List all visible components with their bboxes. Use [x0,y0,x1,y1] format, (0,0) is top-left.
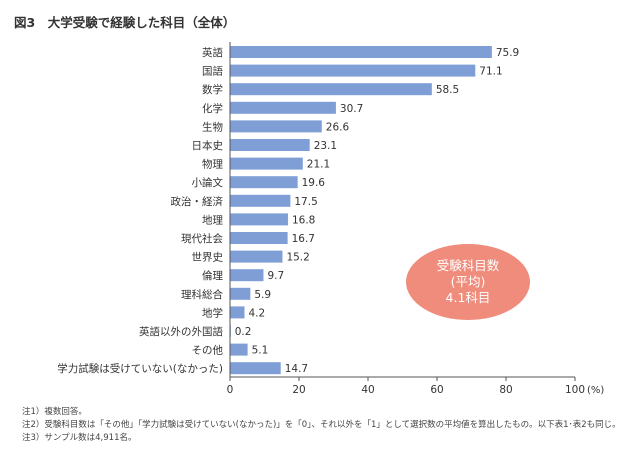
bar [230,287,251,300]
bar [230,306,245,319]
bar [230,101,336,114]
footnotes: 注1）複数回答。 注2）受験科目数は「その他」「学力試験は受けていない(なかった… [22,406,621,445]
footnote-3: 注3）サンプル数は4,911名。 [22,433,137,443]
category-label: 倫理 [202,269,223,282]
data-label: 16.7 [292,233,315,245]
bar [230,250,283,263]
average-subjects-text: (平均) [451,274,486,289]
bar [230,362,281,375]
x-tick-label: 20 [292,384,305,396]
bar [230,120,322,133]
category-label: 物理 [202,158,223,171]
data-label: 71.1 [479,66,502,78]
data-label: 21.1 [307,159,330,171]
data-label: 30.7 [340,103,363,115]
bar [230,64,476,77]
bar [230,46,492,58]
data-label: 15.2 [286,252,309,264]
data-label: 0.2 [235,326,252,338]
data-label: 19.6 [302,177,326,189]
category-label: 国語 [202,65,223,78]
category-label: 生物 [202,120,223,133]
bar [230,343,248,356]
bar [230,83,432,96]
category-label: 現代社会 [181,232,223,245]
data-label: 23.1 [314,140,337,152]
category-label: 数学 [202,83,223,96]
bar [230,157,303,170]
footnote-1: 注1）複数回答。 [22,407,87,417]
category-label: 英語以外の外国語 [139,325,223,338]
x-tick-label: 80 [499,384,512,396]
bar [230,232,288,244]
data-label: 26.6 [326,121,350,133]
bar [230,269,264,282]
average-subjects-bubble [406,244,530,320]
bar [230,194,291,207]
x-unit-label: (%) [587,385,604,396]
category-label: 地理 [202,213,223,226]
category-label: 世界史 [192,252,224,264]
bar [230,139,310,151]
data-label: 16.8 [292,214,315,226]
category-label: 理科総合 [181,288,223,301]
category-label: 化学 [202,102,223,115]
x-tick-label: 100 [565,384,585,396]
category-label: 英語 [202,46,223,59]
x-tick-label: 40 [361,384,374,396]
data-label: 5.9 [254,289,271,301]
data-label: 75.9 [496,47,519,59]
category-label: 日本史 [192,139,224,152]
average-subjects-text: 4.1科目 [446,290,491,305]
category-label: 政治・経済 [171,195,224,208]
average-subjects-text: 受験科目数 [437,258,500,273]
data-label: 58.5 [436,84,459,96]
category-label: 小論文 [192,176,224,189]
x-tick-label: 0 [227,384,234,396]
category-label: その他 [192,344,224,357]
data-label: 9.7 [267,270,284,282]
data-label: 17.5 [294,196,317,208]
data-label: 5.1 [252,345,269,357]
data-label: 14.7 [285,363,308,375]
chart-title: 図3 大学受験で経験した科目（全体） [14,15,236,30]
category-label: 学力試験は受けていない(なかった) [57,362,223,375]
category-label: 地学 [202,306,223,319]
footnote-2: 注2）受験科目数は「その他」「学力試験は受けていない(なかった)」を「0」、それ… [22,420,621,430]
bar [230,176,298,189]
x-tick-label: 60 [430,384,443,396]
data-label: 4.2 [248,307,265,319]
bar [230,213,288,226]
